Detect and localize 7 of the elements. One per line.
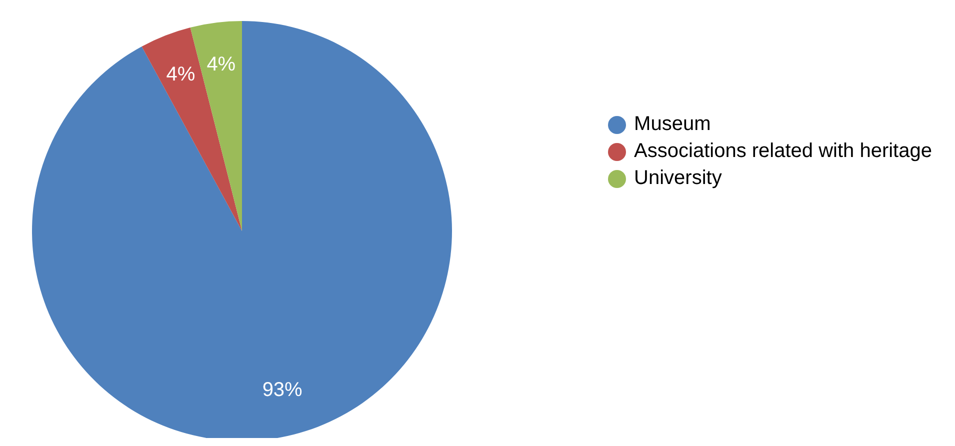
legend-label: Museum (634, 113, 711, 136)
data-label: 4% (206, 53, 236, 76)
data-label: 4% (166, 64, 196, 86)
legend-label: Associations related with heritage (634, 140, 932, 163)
data-label: 93% (262, 378, 303, 401)
pie-slice (142, 27, 242, 231)
legend-label: University (634, 167, 722, 190)
